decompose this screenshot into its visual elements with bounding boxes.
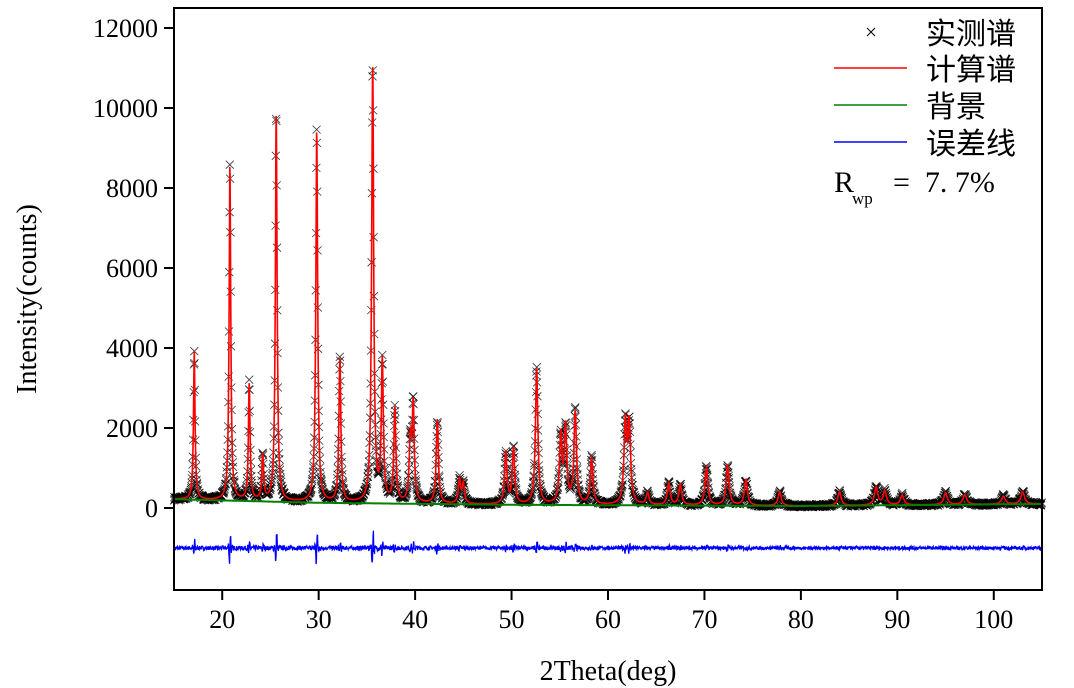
observed-point: [505, 489, 514, 498]
observed-point: [532, 362, 542, 372]
y-tick-label: 12000: [93, 14, 158, 43]
rwp-symbol: R: [834, 166, 854, 199]
x-axis-label: 2Theta(deg): [540, 656, 677, 687]
x-tick-label: 70: [691, 605, 717, 634]
x-tick-label: 50: [499, 605, 525, 634]
y-tick-label: 0: [145, 494, 158, 523]
observed-point: [571, 403, 580, 412]
observed-point: [335, 352, 345, 362]
legend: 实测谱 计算谱 背景 误差线 R wp = 7. 7%: [834, 18, 1016, 208]
rwp-subscript: wp: [852, 189, 873, 208]
observed-point: [409, 392, 418, 401]
y-tick-label: 2000: [106, 414, 158, 443]
x-axis: 20 30 40 50 60 70 80 90 100: [209, 590, 1013, 634]
observed-point: [509, 441, 518, 451]
observed-point: [378, 350, 387, 360]
observed-point: [587, 450, 596, 460]
x-tick-label: 60: [595, 605, 621, 634]
observed-point: [190, 346, 199, 356]
observed-point: [570, 404, 580, 413]
x-tick-label: 90: [884, 605, 910, 634]
rwp-value: = 7. 7%: [893, 166, 995, 199]
y-tick-label: 10000: [93, 94, 158, 123]
y-axis: 0 2000 4000 6000 8000 10000 12000: [93, 14, 174, 523]
observed-point: [525, 495, 534, 505]
legend-label-observed: 实测谱: [926, 18, 1016, 51]
x-tick-label: 100: [974, 605, 1013, 634]
x-tick-label: 80: [788, 605, 814, 634]
legend-label-calculated: 计算谱: [926, 54, 1016, 87]
y-tick-label: 6000: [106, 254, 158, 283]
difference-line: [173, 530, 1043, 565]
legend-label-background: 背景: [926, 91, 986, 124]
observed-series: [169, 66, 1046, 512]
observed-point: [244, 375, 254, 384]
y-tick-label: 8000: [106, 174, 158, 203]
y-axis-label: Intensity(counts): [12, 204, 43, 394]
legend-label-difference: 误差线: [926, 128, 1016, 161]
observed-point: [264, 488, 274, 498]
legend-marker-observed: [866, 27, 876, 37]
calculated-line: [173, 67, 1042, 507]
y-tick-label: 4000: [106, 334, 158, 363]
observed-point: [312, 125, 321, 134]
observed-point: [225, 160, 235, 169]
x-tick-label: 40: [402, 605, 428, 634]
observed-point: [328, 494, 337, 503]
x-tick-label: 30: [306, 605, 332, 634]
x-tick-label: 20: [209, 605, 235, 634]
